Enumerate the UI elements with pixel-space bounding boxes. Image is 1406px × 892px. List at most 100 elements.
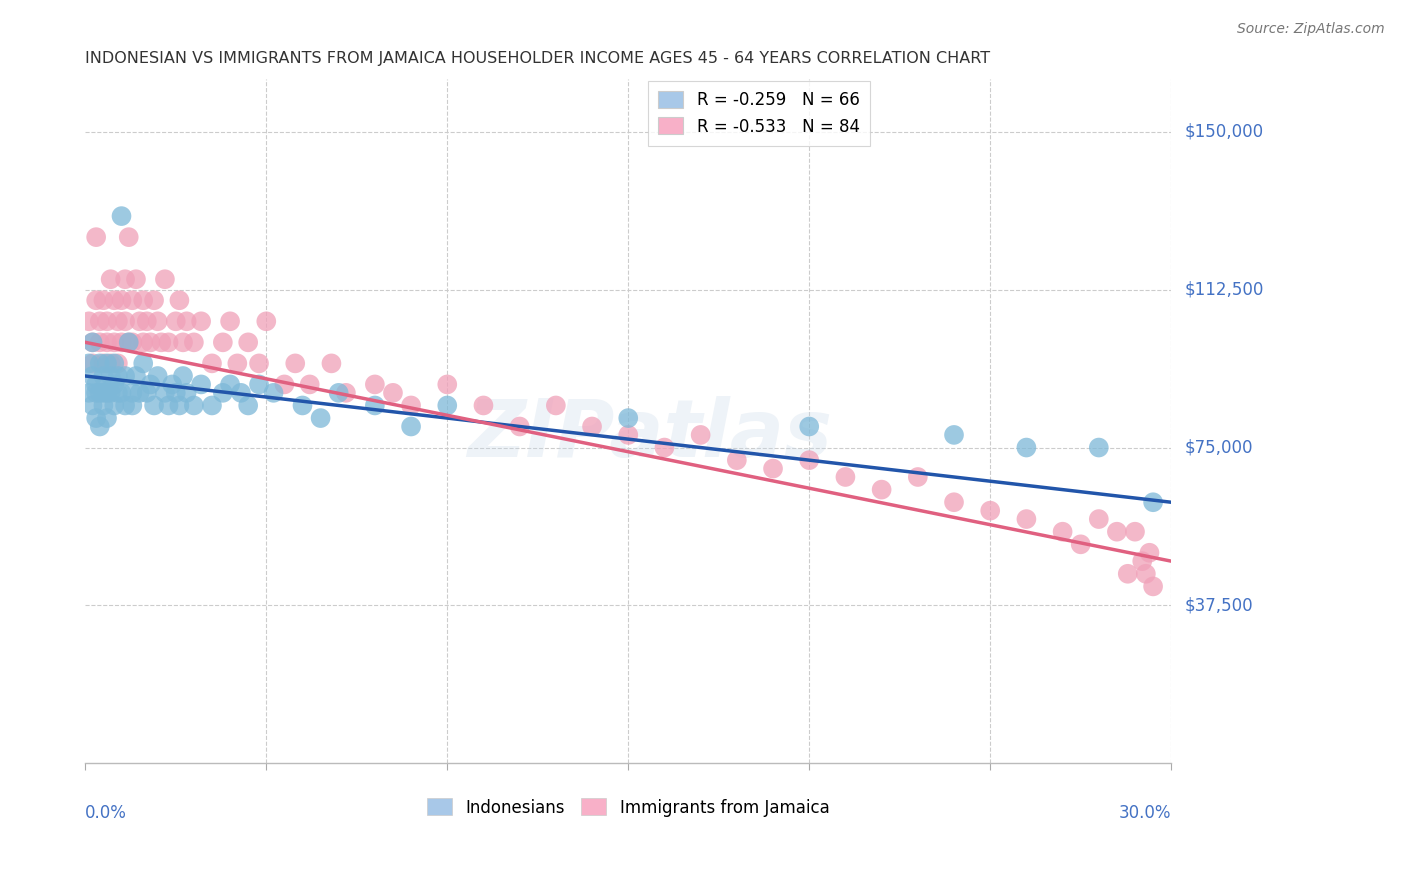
Point [321, 356, 343, 370]
Point [143, 399, 166, 413]
Point [169, 399, 191, 413]
Point [82, 369, 104, 384]
Point [211, 385, 233, 400]
Point [1139, 546, 1161, 560]
Point [169, 293, 191, 308]
Point [1123, 524, 1146, 539]
Point [93, 293, 115, 308]
Point [103, 377, 125, 392]
Point [335, 385, 357, 400]
Point [238, 335, 260, 350]
Point [172, 369, 194, 384]
Point [399, 419, 422, 434]
Point [146, 369, 169, 384]
Point [93, 399, 115, 413]
Point [77, 385, 100, 400]
Point [1052, 524, 1074, 539]
Point [114, 272, 136, 286]
Point [160, 377, 183, 392]
Point [89, 335, 111, 350]
Point [100, 272, 122, 286]
Point [1142, 579, 1164, 593]
Point [201, 399, 224, 413]
Point [799, 419, 821, 434]
Point [247, 377, 270, 392]
Point [381, 385, 404, 400]
Point [799, 453, 821, 467]
Point [399, 399, 422, 413]
Point [96, 356, 118, 370]
Point [617, 428, 640, 442]
Point [247, 356, 270, 370]
Point [238, 399, 260, 413]
Point [1135, 566, 1157, 581]
Point [89, 419, 111, 434]
Point [93, 385, 115, 400]
Point [110, 335, 132, 350]
Point [82, 399, 104, 413]
Point [176, 314, 198, 328]
Point [121, 399, 143, 413]
Point [103, 356, 125, 370]
Point [84, 230, 107, 244]
Point [84, 411, 107, 425]
Point [121, 335, 143, 350]
Point [183, 335, 205, 350]
Point [84, 385, 107, 400]
Point [125, 272, 148, 286]
Point [201, 356, 224, 370]
Point [96, 335, 118, 350]
Point [364, 399, 387, 413]
Point [121, 293, 143, 308]
Point [110, 209, 132, 223]
Point [509, 419, 531, 434]
Point [139, 335, 162, 350]
Point [907, 470, 929, 484]
Point [172, 335, 194, 350]
Point [219, 377, 242, 392]
Point [943, 495, 966, 509]
Point [165, 385, 187, 400]
Point [1015, 512, 1038, 526]
Point [654, 441, 676, 455]
Point [153, 272, 176, 286]
Point [309, 411, 332, 425]
Point [146, 314, 169, 328]
Point [100, 385, 122, 400]
Point [190, 377, 212, 392]
Point [263, 385, 285, 400]
Point [190, 314, 212, 328]
Point [89, 385, 111, 400]
Point [132, 335, 155, 350]
Point [617, 411, 640, 425]
Point [472, 399, 495, 413]
Point [84, 377, 107, 392]
Point [114, 314, 136, 328]
Point [1015, 441, 1038, 455]
Point [100, 369, 122, 384]
Point [100, 356, 122, 370]
Point [183, 399, 205, 413]
Point [328, 385, 350, 400]
Point [103, 293, 125, 308]
Point [125, 369, 148, 384]
Point [219, 314, 242, 328]
Point [118, 230, 141, 244]
Point [254, 314, 277, 328]
Point [84, 293, 107, 308]
Text: $37,500: $37,500 [1185, 597, 1254, 615]
Point [436, 399, 458, 413]
Point [96, 411, 118, 425]
Text: $112,500: $112,500 [1185, 281, 1264, 299]
Point [436, 377, 458, 392]
Point [114, 369, 136, 384]
Point [77, 356, 100, 370]
Point [229, 385, 252, 400]
Point [114, 399, 136, 413]
Point [979, 503, 1001, 517]
Point [1070, 537, 1092, 551]
Point [135, 385, 157, 400]
Point [157, 335, 180, 350]
Point [143, 293, 166, 308]
Point [107, 385, 129, 400]
